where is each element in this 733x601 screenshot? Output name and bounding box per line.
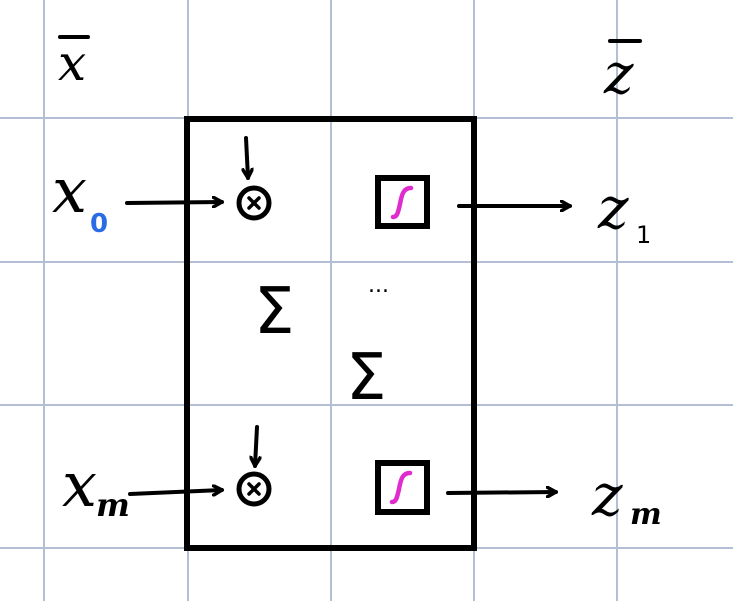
input-first: x 0 bbox=[52, 154, 224, 239]
input-first-symbol: x bbox=[52, 154, 87, 227]
input-first-subscript: 0 bbox=[90, 209, 108, 239]
input-last-arrow bbox=[128, 490, 224, 494]
output-last-subscript: m bbox=[630, 497, 662, 532]
z-vector-text: z bbox=[603, 42, 634, 107]
x-vector-label: x bbox=[58, 34, 90, 92]
input-last: x m bbox=[62, 448, 224, 524]
sigmoid-icon bbox=[375, 175, 430, 229]
sigmoid-icon bbox=[375, 460, 430, 515]
output-first-symbol: z bbox=[597, 174, 629, 242]
x-vector-text: x bbox=[58, 34, 86, 92]
output-last: z m bbox=[591, 461, 662, 532]
output-last-symbol: z bbox=[591, 461, 623, 529]
input-last-subscript: m bbox=[96, 486, 130, 524]
multiply-icon bbox=[236, 425, 272, 507]
output-first-subscript: 1 bbox=[636, 221, 651, 249]
sum-middle: Σ bbox=[346, 341, 386, 415]
z-vector-label: z bbox=[603, 39, 642, 107]
ellipsis: ... bbox=[368, 273, 389, 298]
multiply-icon bbox=[236, 136, 272, 221]
layer-box bbox=[184, 116, 477, 551]
input-first-arrow bbox=[125, 202, 224, 203]
output-last-arrow bbox=[446, 492, 558, 493]
input-last-symbol: x bbox=[62, 448, 97, 521]
sum-top: Σ bbox=[254, 275, 294, 349]
output-first: z 1 bbox=[597, 174, 651, 249]
